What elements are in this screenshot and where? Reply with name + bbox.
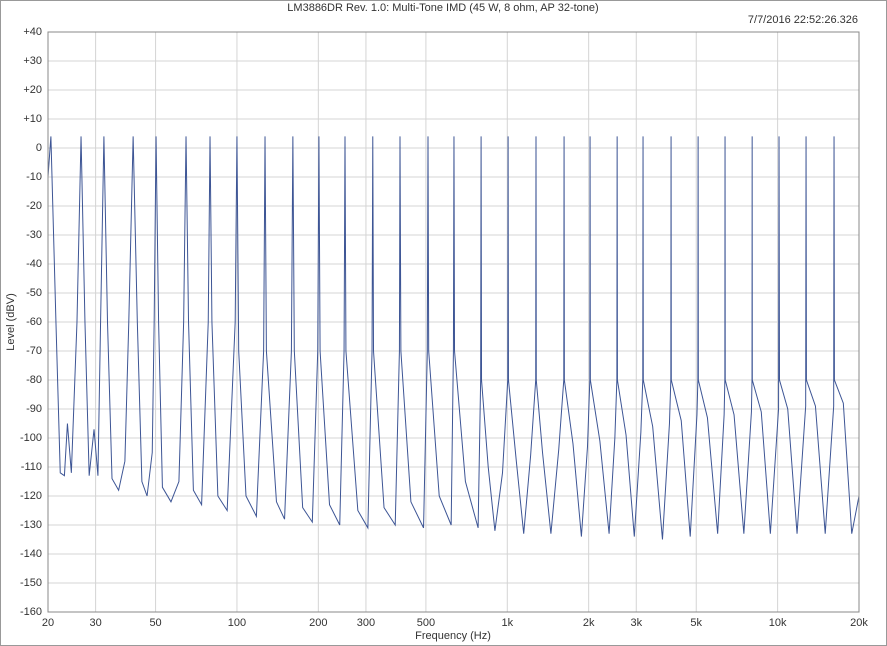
y-tick-label: -70 xyxy=(26,345,42,357)
chart-title: LM3886DR Rev. 1.0: Multi-Tone IMD (45 W,… xyxy=(287,2,598,14)
x-tick-label: 30 xyxy=(89,617,101,629)
y-tick-label: +10 xyxy=(23,113,42,125)
y-tick-label: +40 xyxy=(23,26,42,38)
y-tick-label: -80 xyxy=(26,374,42,386)
x-tick-label: 10k xyxy=(769,617,787,629)
y-tick-label: -90 xyxy=(26,403,42,415)
x-tick-label: 200 xyxy=(309,617,327,629)
y-tick-label: -110 xyxy=(21,461,42,473)
x-tick-label: 2k xyxy=(583,617,595,629)
y-tick-label: -60 xyxy=(26,316,42,328)
x-tick-label: 300 xyxy=(357,617,375,629)
x-tick-label: 500 xyxy=(417,617,435,629)
y-tick-label: -30 xyxy=(26,229,42,241)
x-tick-label: 100 xyxy=(228,617,246,629)
y-tick-label: -160 xyxy=(20,606,42,618)
y-tick-label: -50 xyxy=(26,287,42,299)
plot-border xyxy=(47,31,860,613)
y-tick-label: +20 xyxy=(23,84,42,96)
y-tick-label: -20 xyxy=(26,200,42,212)
y-tick-label: +30 xyxy=(23,55,42,67)
spectrum-line xyxy=(47,136,860,540)
y-tick-label: -40 xyxy=(26,258,42,270)
y-tick-label: -140 xyxy=(20,548,42,560)
y-tick-label: -10 xyxy=(26,171,42,183)
y-tick-label: -150 xyxy=(20,577,42,589)
y-tick-label: 0 xyxy=(36,142,42,154)
y-tick-label: -120 xyxy=(20,490,42,502)
y-tick-label: -100 xyxy=(20,432,42,444)
x-tick-label: 3k xyxy=(630,617,642,629)
timestamp: 7/7/2016 22:52:26.326 xyxy=(748,14,858,26)
x-tick-label: 20 xyxy=(42,617,54,629)
x-tick-label: 20k xyxy=(850,617,868,629)
y-tick-label: -130 xyxy=(20,519,42,531)
x-axis-label: Frequency (Hz) xyxy=(415,630,491,642)
x-tick-label: 1k xyxy=(501,617,513,629)
x-tick-label: 5k xyxy=(690,617,702,629)
x-tick-label: 50 xyxy=(149,617,161,629)
y-axis-label: Level (dBV) xyxy=(5,293,17,350)
